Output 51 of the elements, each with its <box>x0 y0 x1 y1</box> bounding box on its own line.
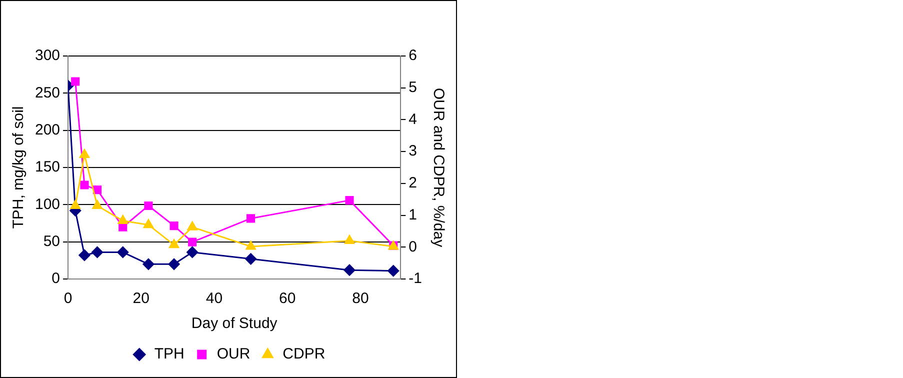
x-tick-label: 20 <box>132 290 150 308</box>
point <box>188 238 197 246</box>
point <box>186 246 198 258</box>
x-axis-title: Day of Study <box>191 315 278 332</box>
legend-label: CDPR <box>282 346 326 363</box>
point <box>71 77 80 86</box>
point <box>79 149 90 158</box>
y2-tick-label: 6 <box>408 47 418 64</box>
point <box>388 265 400 277</box>
y2-tick-label: 2 <box>408 174 418 192</box>
point <box>92 200 102 209</box>
point <box>187 221 198 230</box>
point <box>344 264 356 276</box>
y-tick-label: 50 <box>43 232 60 250</box>
y2-tick-label: -1 <box>408 270 422 288</box>
y-tick-label: 150 <box>34 158 60 176</box>
point <box>246 214 256 223</box>
y2-tick-label: 5 <box>408 79 418 96</box>
point <box>78 249 90 261</box>
legend-label: TPH <box>154 346 184 363</box>
point <box>92 246 104 258</box>
legend-label: OUR <box>216 346 250 363</box>
point <box>345 196 354 205</box>
y2-axis-title: OUR and CDPR, %/day <box>430 88 447 248</box>
y-axis-title: TPH, mg/kg of soil <box>10 106 28 229</box>
point <box>70 200 80 209</box>
point <box>168 239 180 248</box>
y2-tick-label: 3 <box>408 142 418 160</box>
y-tick-label: 200 <box>34 121 60 138</box>
y2-tick-label: 0 <box>408 238 418 256</box>
x-tick-label: 80 <box>352 290 369 308</box>
point <box>117 246 129 258</box>
point <box>168 258 180 270</box>
x-tick-label: 60 <box>279 290 296 308</box>
y-tick-label: 100 <box>34 196 60 213</box>
x-tick-label: 40 <box>206 290 223 308</box>
point <box>143 219 154 228</box>
point <box>80 180 89 190</box>
point <box>144 201 153 210</box>
y2-tick-label: 4 <box>408 110 418 128</box>
point <box>245 253 257 265</box>
point <box>118 214 128 224</box>
y-tick-label: 300 <box>34 47 60 64</box>
y2-tick-label: 1 <box>408 206 418 224</box>
y-tick-label: 0 <box>52 270 60 288</box>
point <box>344 235 355 244</box>
point <box>142 258 154 270</box>
point <box>170 222 178 230</box>
y-tick-label: 250 <box>34 84 60 102</box>
x-tick-label: 0 <box>64 290 72 308</box>
point <box>246 240 256 250</box>
